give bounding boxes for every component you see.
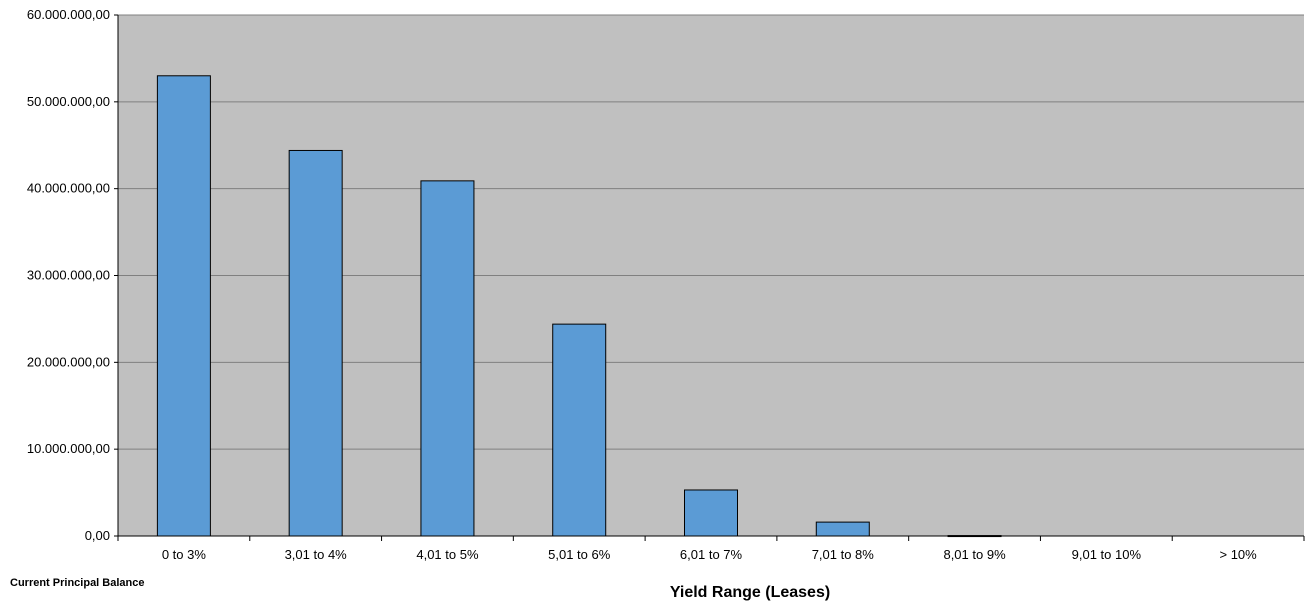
x-tick-label: 4,01 to 5%	[416, 547, 479, 562]
bar	[288, 149, 343, 537]
y-tick-label: 60.000.000,00	[27, 7, 110, 22]
bar	[156, 75, 211, 537]
y-tick-label: 50.000.000,00	[27, 94, 110, 109]
x-tick-label: 8,01 to 9%	[943, 547, 1006, 562]
y-tick-label: 20.000.000,00	[27, 354, 110, 369]
y-tick-label: 0,00	[85, 528, 110, 543]
bar	[815, 521, 870, 537]
x-tick-label: > 10%	[1219, 547, 1257, 562]
x-tick-label: 7,01 to 8%	[812, 547, 875, 562]
bar	[684, 489, 738, 537]
bar	[420, 180, 475, 537]
plot-area: 0,00 10.000.000,00 20.000.000,00 30.000.000…	[27, 7, 1305, 562]
x-tick-label: 5,01 to 6%	[548, 547, 611, 562]
bar	[552, 323, 607, 537]
y-tick-label: 30.000.000,00	[27, 268, 110, 283]
x-axis-label: Yield Range (Leases)	[670, 584, 830, 601]
y-tick-label: 10.000.000,00	[27, 441, 110, 456]
x-tick-label: 9,01 to 10%	[1072, 547, 1142, 562]
x-tick-label: 6,01 to 7%	[680, 547, 743, 562]
y-tick-label: 40.000.000,00	[27, 181, 110, 196]
x-tick-label: 3,01 to 4%	[285, 547, 348, 562]
y-axis-label: Current Principal Balance	[10, 577, 145, 589]
x-tick-label: 0 to 3%	[162, 547, 207, 562]
